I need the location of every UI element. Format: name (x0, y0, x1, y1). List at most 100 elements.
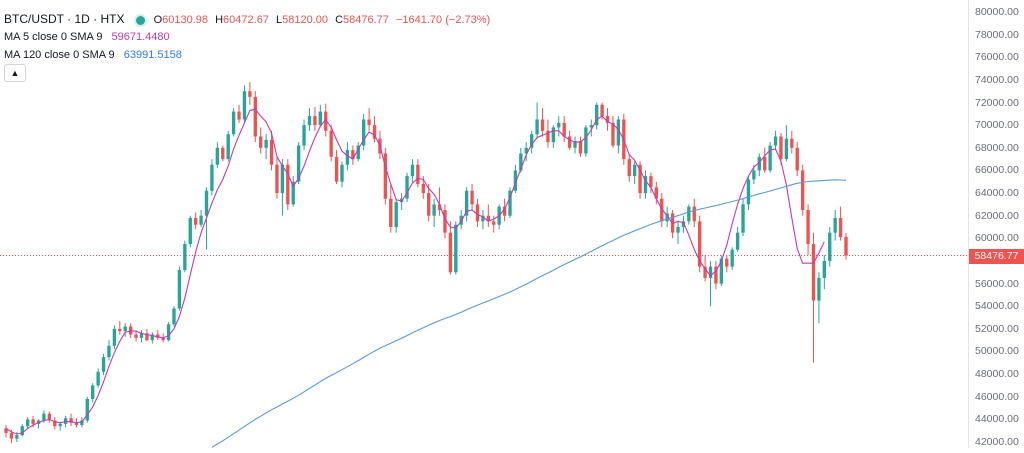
candle (828, 227, 832, 267)
candle (714, 260, 718, 290)
candle (448, 221, 453, 275)
candle (242, 85, 247, 123)
candle (784, 125, 789, 162)
high-key: H (215, 14, 224, 26)
candle (779, 133, 783, 165)
candle (584, 125, 588, 157)
open-key: O (153, 14, 163, 26)
candle (757, 153, 761, 177)
price-tick: 76000.00 (975, 51, 1019, 64)
candle (811, 232, 816, 363)
ma120-value: 63991.5158 (123, 49, 182, 61)
candle (80, 417, 84, 428)
high-value: 60472.67 (223, 14, 269, 26)
candle (638, 161, 642, 199)
ma5-label: MA 5 close 0 SMA 9 (4, 31, 103, 43)
candle (361, 113, 366, 151)
candle (725, 255, 729, 273)
candle (231, 108, 236, 137)
candle (372, 116, 377, 143)
candle (768, 142, 772, 173)
candle (535, 102, 539, 139)
candle (800, 164, 805, 216)
price-tick: 44000.00 (975, 413, 1019, 426)
candle (486, 204, 491, 227)
price-tick: 78000.00 (975, 28, 1019, 41)
candle (334, 150, 339, 184)
candle (410, 159, 415, 182)
candle (394, 198, 398, 233)
candle (134, 331, 138, 342)
candle (25, 417, 30, 429)
chart-legend: BTC/USDT · 1D · HTX O60130.98 H60472.67 … (4, 10, 494, 64)
candle (248, 82, 252, 105)
close-key: C (335, 14, 344, 26)
candle (156, 329, 160, 341)
candle (107, 340, 111, 361)
candle (464, 187, 469, 222)
price-tick: 48000.00 (975, 368, 1019, 381)
candle (145, 328, 149, 342)
candle (649, 172, 653, 194)
candle (264, 134, 268, 160)
price-tick: 54000.00 (975, 300, 1019, 313)
candle (692, 198, 696, 227)
candle (735, 227, 740, 252)
candle (730, 247, 734, 270)
candle (226, 130, 230, 162)
last-price-tag: 58476.77 (969, 249, 1024, 264)
candle (215, 142, 220, 169)
candle (454, 221, 458, 275)
price-tick: 64000.00 (975, 187, 1019, 200)
candle (437, 187, 442, 216)
candle (286, 159, 290, 211)
candle (540, 108, 545, 137)
price-axis[interactable]: 80000.00 78000.00 76000.00 74000.00 72000.00… (968, 0, 1024, 448)
chart-area[interactable] (0, 0, 968, 448)
candle (139, 329, 144, 343)
candle (259, 127, 263, 154)
low-key: L (276, 14, 283, 26)
close-value: 58476.77 (343, 14, 389, 26)
symbol-row: BTC/USDT · 1D · HTX O60130.98 H60472.67 … (4, 10, 494, 28)
candle (627, 153, 631, 182)
candle (643, 170, 648, 199)
candle (605, 108, 610, 131)
ma120-label: MA 120 close 0 SMA 9 (4, 49, 115, 61)
price-tick: 62000.00 (975, 209, 1019, 222)
candle (833, 210, 837, 241)
candle (578, 136, 583, 157)
candle (513, 164, 518, 194)
price-tick: 80000.00 (975, 6, 1019, 18)
candle (123, 323, 127, 337)
candle (367, 108, 371, 131)
candle (351, 145, 355, 165)
candle (199, 210, 203, 227)
indicator-ma120[interactable]: MA 120 close 0 SMA 9 63991.5158 (4, 46, 494, 64)
candle (166, 322, 171, 342)
candle (795, 142, 799, 177)
candle (844, 232, 848, 260)
candle (318, 104, 323, 128)
candle (405, 172, 409, 203)
candle (611, 116, 615, 148)
price-tick: 70000.00 (975, 119, 1019, 132)
chevron-up-icon: ▲ (10, 68, 20, 78)
symbol-title[interactable]: BTC/USDT · 1D · HTX (4, 12, 125, 26)
candle (53, 417, 57, 430)
candlestick-chart[interactable] (0, 0, 968, 448)
candle (383, 147, 388, 205)
collapse-legend-button[interactable]: ▲ (4, 64, 26, 82)
price-tick: 60000.00 (975, 232, 1019, 245)
change-value: −1641.70 (−2.73%) (395, 14, 491, 26)
candle (20, 423, 24, 437)
candle (616, 116, 621, 154)
indicator-ma5[interactable]: MA 5 close 0 SMA 9 59671.4480 (4, 28, 494, 46)
candle (275, 156, 279, 199)
price-tick: 66000.00 (975, 164, 1019, 177)
candle (15, 431, 19, 442)
candle (654, 181, 659, 205)
candle (47, 411, 52, 423)
price-tick: 46000.00 (975, 390, 1019, 403)
candle (118, 320, 122, 335)
